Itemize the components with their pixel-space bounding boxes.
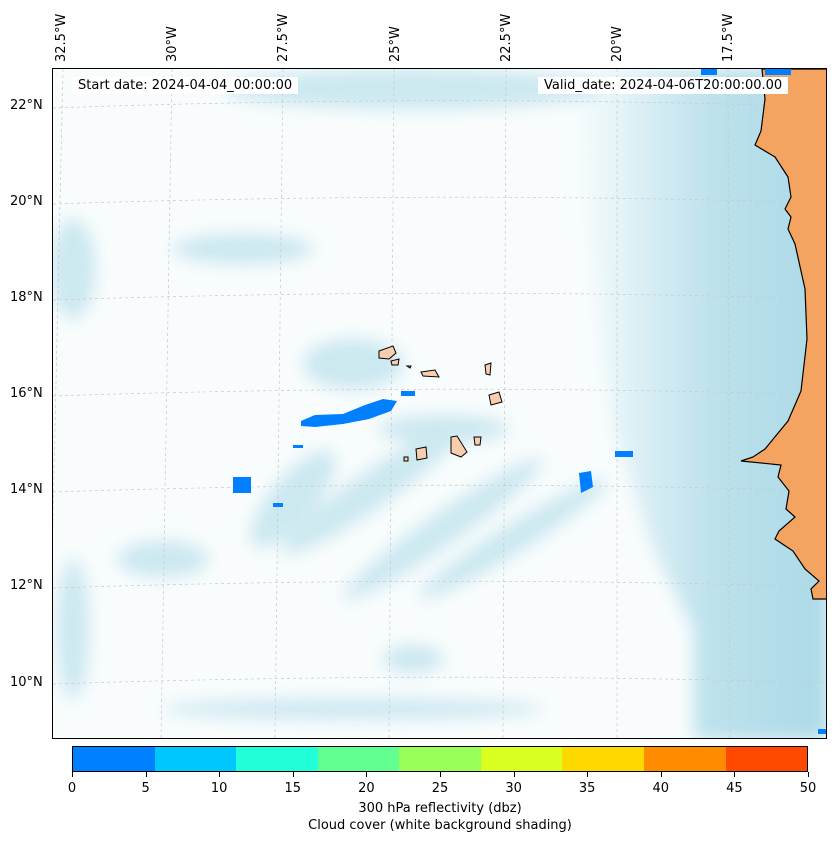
map-plot-area — [52, 68, 827, 739]
colorbar-segment — [480, 747, 563, 771]
cloud-shading — [53, 69, 826, 738]
colorbar-segment — [562, 747, 644, 771]
graticule — [53, 69, 826, 738]
lat-label: 20°N — [10, 194, 43, 209]
colorbar-tick-label: 10 — [210, 781, 228, 796]
colorbar-title: 300 hPa reflectivity (dbz) — [358, 801, 522, 816]
colorbar-subtitle: Cloud cover (white background shading) — [308, 818, 572, 833]
colorbar-segment — [154, 747, 237, 771]
lon-label: 27.5°W — [276, 13, 291, 62]
colorbar-tick — [808, 772, 809, 777]
lat-label: 12°N — [10, 578, 43, 593]
lon-label: 32.5°W — [54, 13, 69, 62]
lon-label: 20°W — [610, 26, 625, 62]
colorbar-tick — [145, 772, 147, 777]
colorbar-tick-label: 35 — [578, 781, 596, 796]
colorbar-tick — [734, 772, 736, 777]
colorbar-tick — [292, 772, 294, 777]
african-coast — [740, 69, 826, 600]
colorbar-tick-label: 45 — [726, 781, 743, 796]
lat-label: 16°N — [10, 386, 43, 401]
colorbar-segment — [643, 747, 726, 771]
colorbar-segment — [399, 747, 481, 771]
start-date-label: Start date: 2024-04-04_00:00:00 — [72, 77, 299, 94]
lat-label: 22°N — [10, 98, 43, 113]
colorbar — [72, 746, 808, 772]
colorbar-tick — [660, 772, 662, 777]
cape-verde-islands — [378, 345, 503, 462]
colorbar-tick — [440, 772, 441, 777]
colorbar-tick — [72, 772, 73, 777]
colorbar-tick-label: 25 — [431, 781, 449, 796]
lon-label: 30°W — [165, 26, 180, 62]
colorbar-tick-label: 50 — [799, 781, 817, 796]
colorbar-tick — [513, 772, 515, 777]
colorbar-segment — [317, 747, 400, 771]
colorbar-tick-label: 5 — [141, 781, 150, 796]
lat-label: 14°N — [10, 482, 43, 497]
colorbar-tick — [366, 772, 368, 777]
colorbar-segment — [73, 747, 155, 771]
lon-label: 22.5°W — [499, 13, 514, 62]
colorbar-tick — [587, 772, 589, 777]
colorbar-tick-label: 20 — [358, 781, 375, 796]
lon-label: 25°W — [388, 26, 403, 62]
lat-label: 18°N — [10, 290, 43, 305]
valid-date-label: Valid_date: 2024-04-06T20:00:00.00 — [538, 77, 789, 94]
colorbar-tick-label: 30 — [505, 781, 522, 796]
lat-label: 10°N — [10, 675, 43, 690]
reflectivity-cells — [233, 69, 826, 734]
lon-label: 17.5°W — [721, 13, 736, 62]
map-canvas — [53, 69, 826, 738]
colorbar-tick — [219, 772, 221, 777]
colorbar-tick-label: 15 — [284, 781, 302, 796]
colorbar-tick-label: 0 — [67, 781, 77, 796]
colorbar-segment — [236, 747, 318, 771]
colorbar-segment — [725, 747, 808, 771]
colorbar-tick-label: 40 — [652, 781, 670, 796]
